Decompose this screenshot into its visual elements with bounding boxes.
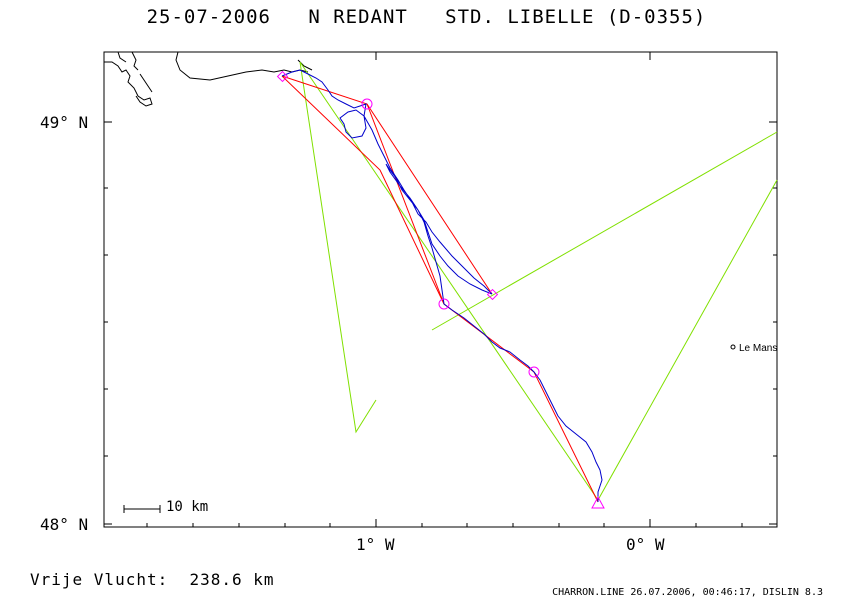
coastline — [104, 51, 313, 107]
lat-label-48: 48° N — [40, 515, 89, 534]
scale-bar — [123, 505, 161, 513]
flight-track — [281, 69, 603, 502]
map-frame — [103, 51, 778, 528]
map-title: 25-07-2006 N REDANT STD. LIBELLE (D-0355… — [146, 6, 707, 28]
task-lines — [281, 75, 599, 503]
airspace-lines — [299, 61, 778, 501]
triangle-point-marker — [591, 495, 605, 509]
scale-label: 10 km — [166, 499, 209, 515]
lat-ticks — [104, 121, 777, 525]
lon-label-1w: 1° W — [356, 535, 395, 554]
turnpoint-marker — [361, 98, 373, 110]
city-marker — [730, 344, 736, 350]
credit-line: CHARRON.LINE 26.07.2006, 00:46:17, DISLI… — [552, 587, 823, 598]
turnpoint-marker — [438, 298, 450, 310]
turnpoint-marker — [528, 366, 540, 378]
flight-distance: Vrije Vlucht: 238.6 km — [30, 570, 275, 589]
city-label: Le Mans — [739, 343, 778, 354]
start-point-marker — [276, 70, 289, 83]
finish-point-marker — [486, 288, 499, 301]
lat-label-49: 49° N — [40, 113, 89, 132]
lon-ticks — [146, 52, 743, 527]
lon-label-0w: 0° W — [626, 535, 665, 554]
turnpoints — [276, 70, 605, 509]
